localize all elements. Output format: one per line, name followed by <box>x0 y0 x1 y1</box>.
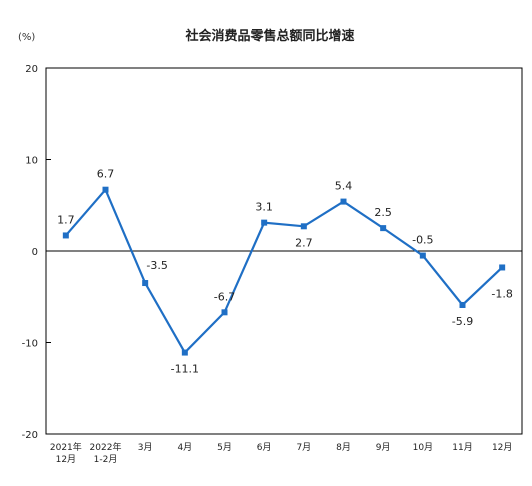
y-tick-label: -10 <box>22 339 38 350</box>
x-tick-label: 12月 <box>492 442 512 453</box>
unit-label: (%) <box>18 32 35 43</box>
data-point <box>181 349 188 356</box>
data-point <box>380 225 387 232</box>
y-tick-label: 20 <box>25 64 38 75</box>
data-point <box>499 264 506 271</box>
y-tick-label: 0 <box>32 247 38 258</box>
x-tick-label: 6月 <box>257 442 272 453</box>
x-tick-label: 10月 <box>413 442 433 453</box>
data-label: -6.7 <box>214 290 235 303</box>
data-label: 3.1 <box>255 201 273 214</box>
x-tick-label: 9月 <box>376 442 391 453</box>
data-label: 2.5 <box>374 206 392 219</box>
data-point <box>340 198 347 205</box>
series-line <box>65 187 503 355</box>
x-tick-label: 7月 <box>296 442 311 453</box>
x-tick-label: 8月 <box>336 442 351 453</box>
axes: 20 10 0 -10 -20 2021年 12月 2022年 1-2月 3月 4月 5月 6月 7月 8月… <box>22 64 523 465</box>
data-point <box>102 186 109 193</box>
data-point <box>459 301 466 308</box>
data-point <box>261 219 268 226</box>
data-label: 2.7 <box>295 236 313 249</box>
data-label: -0.5 <box>412 234 433 247</box>
data-point <box>419 252 426 259</box>
x-tick-label: 3月 <box>138 442 153 453</box>
data-label: -3.5 <box>146 259 167 272</box>
y-tick-label: -20 <box>22 430 38 441</box>
series-group: 1.7 6.7 -3.5 -11.1 -6.7 3.1 2.7 5.4 2.5 -0.5 -5.9 -… <box>57 168 513 376</box>
data-label: -5.9 <box>452 315 473 328</box>
data-label: -11.1 <box>171 363 199 376</box>
x-tick-label: 2021年 12月 <box>50 441 82 465</box>
data-label: 1.7 <box>57 213 75 226</box>
x-tick-label: 2022年 1-2月 <box>90 441 122 465</box>
data-point <box>221 309 228 316</box>
data-point <box>142 280 149 287</box>
x-tick-label: 4月 <box>177 442 192 453</box>
data-point <box>62 232 69 239</box>
x-tick-label: 11月 <box>452 442 472 453</box>
data-point <box>300 223 307 230</box>
y-tick-label: 10 <box>25 156 38 167</box>
x-tick-label: 5月 <box>217 442 232 453</box>
data-label: 5.4 <box>335 180 353 193</box>
data-label: -1.8 <box>491 287 512 300</box>
chart-title: 社会消费品零售总额同比增速 <box>184 28 354 44</box>
data-label: 6.7 <box>97 168 115 181</box>
